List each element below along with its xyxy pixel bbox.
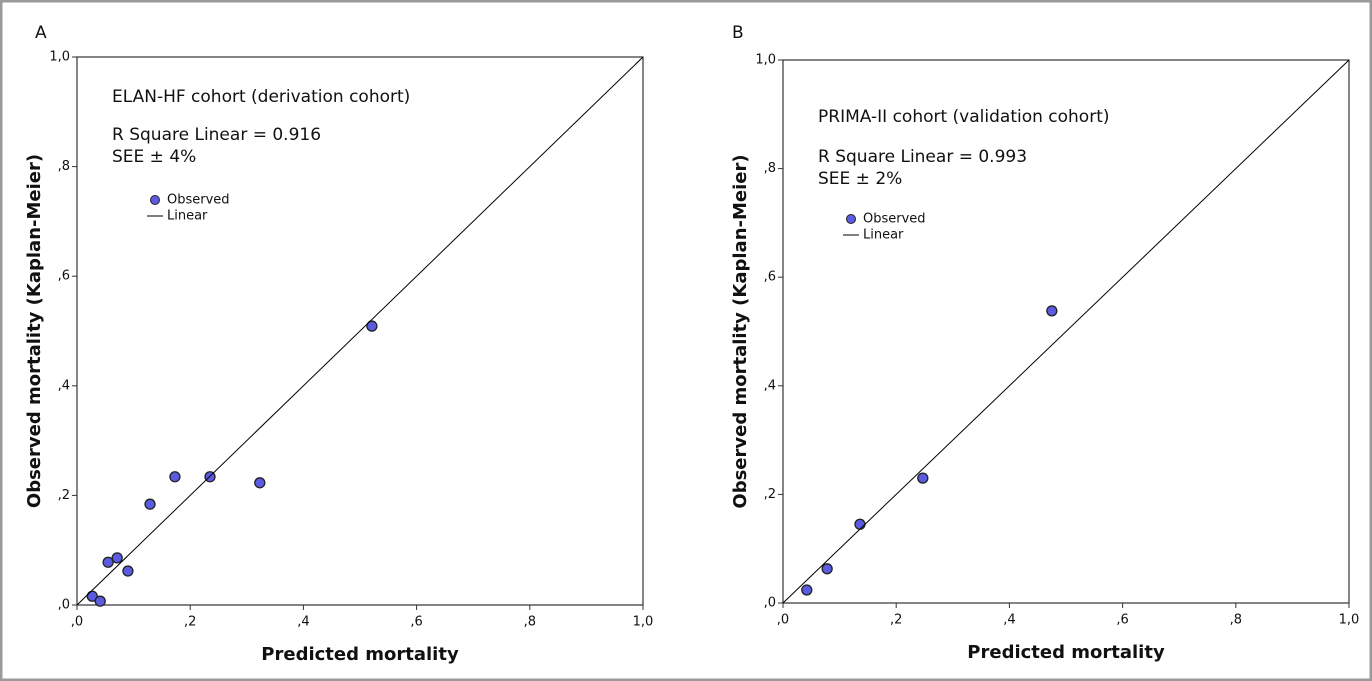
x-tick-label: ,6: [410, 615, 422, 630]
annotation: R Square Linear = 0.993: [818, 147, 1027, 167]
fit-line: [76, 56, 644, 606]
x-tick-label: ,8: [1230, 613, 1242, 628]
y-tick-label: 1,0: [49, 50, 70, 65]
x-tick-label: ,4: [297, 615, 309, 630]
y-tick-label: ,0: [764, 596, 776, 611]
plot-area: [76, 56, 644, 606]
y-tick-label: ,2: [58, 488, 70, 503]
data-point: [917, 472, 929, 484]
data-point: [1046, 305, 1058, 317]
x-axis-label: Predicted mortality: [261, 644, 459, 665]
y-axis-label: Observed mortality (Kaplan-Meier): [24, 154, 45, 508]
x-tick-label: 1,0: [633, 615, 654, 630]
legend-label: Linear: [167, 209, 208, 224]
annotation: SEE ± 2%: [818, 169, 902, 189]
annotation: PRIMA-II cohort (validation cohort): [818, 107, 1110, 127]
x-tick-label: ,2: [184, 615, 196, 630]
data-point: [801, 584, 813, 596]
y-tick-label: ,8: [764, 161, 776, 176]
legend-label: Observed: [863, 212, 926, 227]
x-tick-label: ,4: [1003, 613, 1015, 628]
x-tick-label: ,0: [777, 613, 789, 628]
y-tick-label: ,4: [764, 378, 776, 393]
legend-marker: [846, 214, 856, 224]
legend-label: Observed: [167, 193, 230, 208]
y-tick-label: ,0: [58, 598, 70, 613]
data-point: [122, 565, 134, 577]
fit-line: [782, 59, 1350, 604]
annotation: SEE ± 4%: [112, 147, 196, 167]
y-tick-label: ,8: [58, 159, 70, 174]
data-point: [854, 518, 866, 530]
x-tick-label: ,6: [1116, 613, 1128, 628]
annotation: R Square Linear = 0.916: [112, 125, 321, 145]
data-point: [111, 552, 123, 564]
data-point: [102, 556, 114, 568]
x-axis-label: Predicted mortality: [967, 642, 1165, 663]
data-point: [254, 477, 266, 489]
x-tick-label: ,8: [524, 615, 536, 630]
annotation: ELAN-HF cohort (derivation cohort): [112, 87, 410, 107]
plot-area: [782, 59, 1350, 604]
panel-label: B: [732, 23, 744, 43]
data-point: [821, 563, 833, 575]
x-tick-label: ,0: [71, 615, 83, 630]
y-axis-label: Observed mortality (Kaplan-Meier): [730, 154, 751, 508]
x-tick-label: ,2: [890, 613, 902, 628]
data-point: [144, 498, 156, 510]
y-tick-label: ,4: [58, 378, 70, 393]
y-tick-label: 1,0: [755, 53, 776, 68]
y-tick-label: ,6: [764, 270, 776, 285]
x-tick-label: 1,0: [1339, 613, 1360, 628]
legend-label: Linear: [863, 228, 904, 243]
panel-label: A: [35, 23, 47, 43]
data-point: [94, 595, 106, 607]
data-point: [366, 320, 378, 332]
data-point: [169, 471, 181, 483]
y-tick-label: ,2: [764, 487, 776, 502]
data-point: [86, 590, 98, 602]
legend-marker: [150, 195, 160, 205]
y-tick-label: ,6: [58, 269, 70, 284]
